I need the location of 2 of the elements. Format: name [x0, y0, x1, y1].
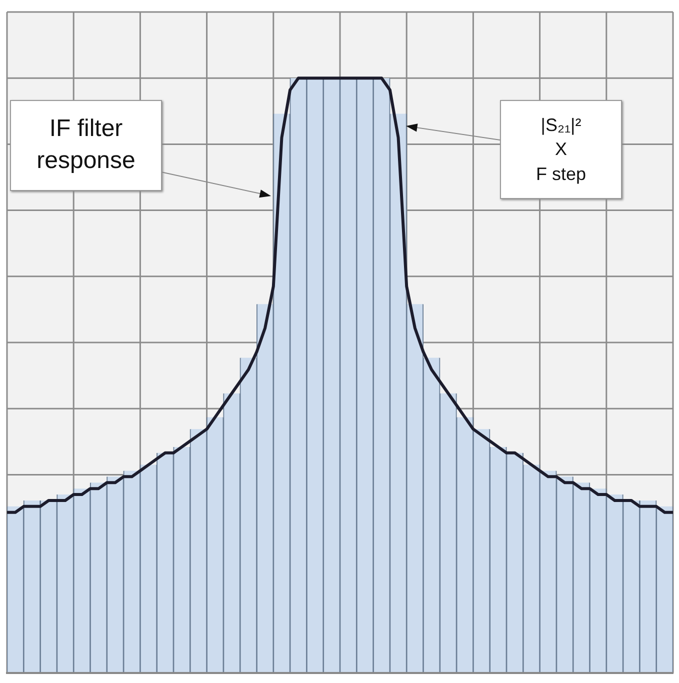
callout-box: IF filter response [10, 100, 162, 191]
callout-box: |S₂₁|² X F step [500, 100, 622, 199]
